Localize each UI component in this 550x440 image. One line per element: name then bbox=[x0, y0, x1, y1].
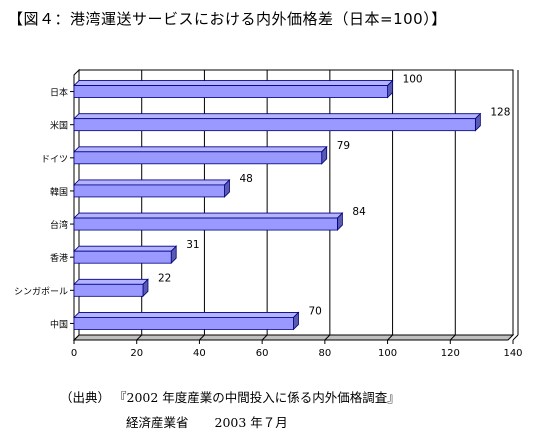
gridline-floor bbox=[324, 334, 331, 341]
y-tick-label: 韓国 bbox=[50, 187, 68, 198]
source-title: 『2002 年度産業の中間投入に係る内外価格調査』 bbox=[114, 390, 400, 405]
y-tick-label: 米国 bbox=[50, 120, 68, 132]
source-org: 経済産業省 bbox=[126, 415, 189, 430]
y-tick-label: 中国 bbox=[50, 318, 68, 330]
back-wall bbox=[79, 70, 513, 335]
gridline-floor bbox=[512, 334, 519, 341]
gridline-floor bbox=[136, 334, 143, 341]
x-tick-label: 80 bbox=[318, 348, 331, 359]
data-label: 84 bbox=[352, 206, 366, 218]
bar-top bbox=[73, 179, 231, 186]
data-label: 48 bbox=[240, 173, 253, 185]
gridline-floor bbox=[199, 334, 205, 341]
bar bbox=[73, 118, 476, 132]
data-label: 79 bbox=[337, 140, 350, 152]
data-label: 70 bbox=[309, 305, 322, 317]
grid bbox=[70, 68, 519, 344]
bar-top bbox=[73, 312, 300, 318]
data-label: 128 bbox=[490, 107, 510, 119]
x-tick-label: 140 bbox=[503, 348, 522, 359]
gridline-floor bbox=[261, 334, 268, 341]
x-tick-label: 60 bbox=[256, 348, 269, 359]
gridline-floor bbox=[449, 334, 456, 341]
x-tick-label: 0 bbox=[71, 348, 77, 359]
bar bbox=[73, 283, 144, 297]
bars bbox=[73, 79, 482, 331]
bar bbox=[73, 317, 294, 330]
bar bbox=[73, 184, 225, 198]
data-label: 22 bbox=[158, 272, 171, 284]
y-tick-label: 香港 bbox=[50, 252, 68, 264]
bar-top bbox=[73, 245, 178, 252]
bar bbox=[73, 85, 388, 98]
y-tick-label: シンガポール bbox=[14, 286, 68, 297]
bar-top bbox=[73, 278, 149, 285]
y-tick-label: 日本 bbox=[50, 87, 68, 99]
source-line: （出典） 『2002 年度産業の中間投入に係る内外価格調査』 bbox=[60, 387, 400, 406]
x-tick-label: 40 bbox=[193, 348, 206, 359]
x-tick-label: 20 bbox=[130, 348, 143, 359]
bar bbox=[73, 217, 338, 231]
bar-top bbox=[73, 80, 394, 86]
bar-top bbox=[73, 113, 482, 120]
bar bbox=[73, 151, 323, 165]
chart-title: 【図４：港湾運送サービスにおける内外価格差（日本=100）】 bbox=[8, 10, 447, 28]
bar-top bbox=[73, 146, 328, 153]
x-tick-label: 100 bbox=[378, 348, 397, 359]
y-tick-label: ドイツ bbox=[41, 155, 68, 165]
source-date: 2003 年７月 bbox=[214, 415, 288, 430]
data-label: 31 bbox=[186, 239, 199, 251]
bar bbox=[73, 250, 172, 264]
x-tick-label: 120 bbox=[441, 348, 460, 359]
side-wall bbox=[73, 68, 80, 342]
data-label: 100 bbox=[403, 74, 423, 86]
bar-top bbox=[73, 212, 344, 219]
source-org-line: 経済産業省 2003 年７月 bbox=[126, 412, 288, 431]
gridline-floor bbox=[387, 334, 393, 341]
labels: 0 20 40 60 80 100 120 140 日本 100 米国 128 ドイツ 79 韓国 48 台湾 8… bbox=[14, 74, 523, 359]
source-label: （出典） bbox=[60, 390, 111, 405]
y-tick-label: 台湾 bbox=[50, 219, 68, 231]
